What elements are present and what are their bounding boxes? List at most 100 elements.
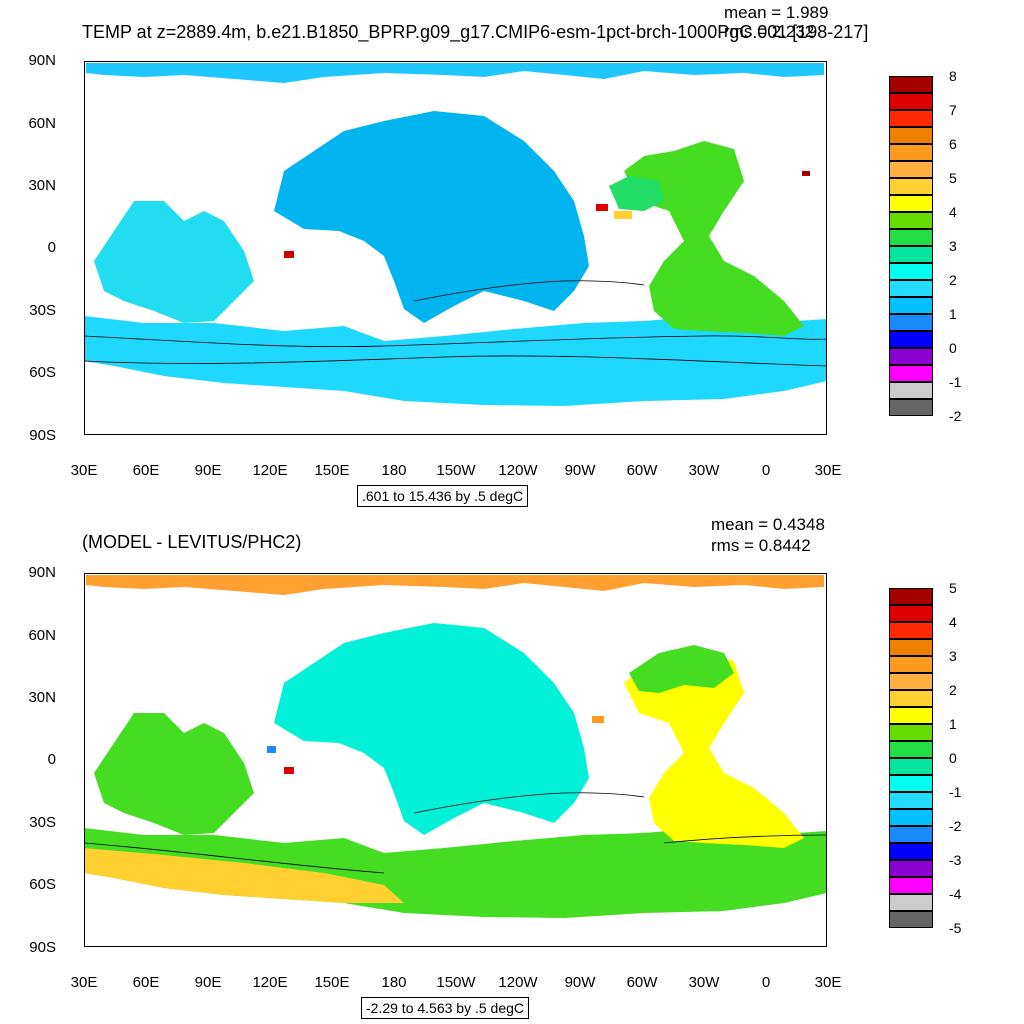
- top-lon-label: 90E: [194, 462, 222, 479]
- colorbar-swatch: [889, 127, 933, 144]
- colorbar-swatch: [889, 280, 933, 297]
- colorbar-swatch: [889, 775, 933, 792]
- bottom-atlantic-green-region: [629, 645, 734, 693]
- top-lat-label: 30N: [28, 177, 56, 194]
- colorbar-swatch: [889, 911, 933, 928]
- colorbar-tick-label: 7: [949, 102, 957, 118]
- bottom-lon-label: 30E: [814, 974, 842, 991]
- bottom-indian-region: [94, 713, 254, 835]
- colorbar-tick-label: -2: [949, 408, 962, 424]
- colorbar-swatch: [889, 639, 933, 656]
- top-atlantic-region: [624, 141, 804, 336]
- top-lat-label: 0: [47, 239, 56, 256]
- top-lon-label: 30E: [70, 462, 98, 479]
- colorbar-swatch: [889, 365, 933, 382]
- colorbar-tick-label: 5: [949, 170, 957, 186]
- colorbar-tick-label: 0: [949, 340, 957, 356]
- colorbar-swatch: [889, 758, 933, 775]
- colorbar-swatch: [889, 690, 933, 707]
- top-rms: rms = 2.232: [724, 22, 815, 41]
- colorbar-swatch: [889, 382, 933, 399]
- colorbar-tick-label: 4: [949, 614, 957, 630]
- top-lon-label: 30W: [688, 462, 720, 479]
- colorbar-tick-label: 3: [949, 238, 957, 254]
- colorbar-swatch: [889, 877, 933, 894]
- bottom-rms: rms = 0.8442: [711, 536, 811, 555]
- top-lat-label: 90N: [28, 52, 56, 69]
- colorbar-swatch: [889, 297, 933, 314]
- bottom-southern-yellow-region: [84, 848, 404, 903]
- colorbar-swatch: [889, 809, 933, 826]
- bottom-lon-label: 30W: [688, 974, 720, 991]
- bottom-lon-label: 30E: [70, 974, 98, 991]
- colorbar-tick-label: 3: [949, 648, 957, 664]
- top-lon-label: 120W: [498, 462, 538, 479]
- bottom-lon-label: 0: [761, 974, 771, 991]
- bottom-pacific-region: [274, 623, 589, 835]
- colorbar-tick-label: -5: [949, 920, 962, 936]
- colorbar-swatch: [889, 348, 933, 365]
- bottom-lon-label: 120W: [498, 974, 538, 991]
- colorbar-swatch: [889, 161, 933, 178]
- top-panel: TEMP at z=2889.4m, b.e21.B1850_BPRP.g09_…: [28, 3, 962, 507]
- colorbar-tick-label: -3: [949, 852, 962, 868]
- colorbar-swatch: [889, 622, 933, 639]
- bottom-lat-label: 30S: [29, 814, 56, 831]
- colorbar-swatch: [889, 212, 933, 229]
- top-pacific-region: [274, 111, 589, 323]
- colorbar-tick-label: 2: [949, 272, 957, 288]
- colorbar-tick-label: 2: [949, 682, 957, 698]
- colorbar-tick-label: 6: [949, 136, 957, 152]
- bottom-lon-label: 150E: [314, 974, 350, 991]
- colorbar-swatch: [889, 843, 933, 860]
- top-title: TEMP at z=2889.4m, b.e21.B1850_BPRP.g09_…: [82, 22, 869, 42]
- colorbar-swatch: [889, 399, 933, 416]
- colorbar-swatch: [889, 826, 933, 843]
- colorbar-tick-label: -1: [949, 784, 962, 800]
- colorbar-swatch: [889, 144, 933, 161]
- colorbar-swatch: [889, 894, 933, 911]
- top-atlantic-green-region: [609, 176, 664, 211]
- colorbar-swatch: [889, 707, 933, 724]
- colorbar-swatch: [889, 76, 933, 93]
- top-colorbar: [889, 76, 933, 416]
- bottom-lon-label: 180: [381, 974, 407, 991]
- bottom-lat-label: 60S: [29, 876, 56, 893]
- colorbar-swatch: [889, 860, 933, 877]
- colorbar-swatch: [889, 741, 933, 758]
- colorbar-swatch: [889, 724, 933, 741]
- bottom-lat-label: 90S: [29, 939, 56, 956]
- top-lat-label: 60N: [28, 115, 56, 132]
- top-lon-label: 60E: [132, 462, 160, 479]
- top-lon-label: 120E: [252, 462, 288, 479]
- colorbar-swatch: [889, 93, 933, 110]
- colorbar-swatch: [889, 229, 933, 246]
- bottom-lon-label: 120E: [252, 974, 288, 991]
- colorbar-tick-label: 8: [949, 68, 957, 84]
- bottom-lon-label: 150W: [436, 974, 476, 991]
- colorbar-swatch: [889, 605, 933, 622]
- bottom-panel: (MODEL - LEVITUS/PHC2) mean = 0.4348 rms…: [0, 512, 1024, 1024]
- bottom-atlantic-region: [624, 653, 804, 848]
- bottom-contour-range: -2.29 to 4.563 by .5 degC: [361, 997, 529, 1019]
- colorbar-tick-label: -4: [949, 886, 962, 902]
- top-lon-label: 0: [761, 462, 771, 479]
- bottom-lon-label: 60E: [132, 974, 160, 991]
- colorbar-swatch: [889, 314, 933, 331]
- top-lon-label: 60W: [626, 462, 658, 479]
- top-indian-region: [94, 201, 254, 323]
- top-lat-label: 30S: [29, 302, 56, 319]
- colorbar-swatch: [889, 178, 933, 195]
- bottom-lat-label: 30N: [28, 689, 56, 706]
- colorbar-swatch: [889, 792, 933, 809]
- top-lon-label: 30E: [814, 462, 842, 479]
- bottom-mean: mean = 0.4348: [711, 515, 825, 534]
- bottom-lat-label: 0: [47, 751, 56, 768]
- bottom-lon-label: 90E: [194, 974, 222, 991]
- colorbar-swatch: [889, 246, 933, 263]
- bottom-lon-label: 90W: [564, 974, 596, 991]
- colorbar-swatch: [889, 263, 933, 280]
- top-lon-label: 90W: [564, 462, 596, 479]
- top-lon-label: 180: [381, 462, 407, 479]
- colorbar-swatch: [889, 588, 933, 605]
